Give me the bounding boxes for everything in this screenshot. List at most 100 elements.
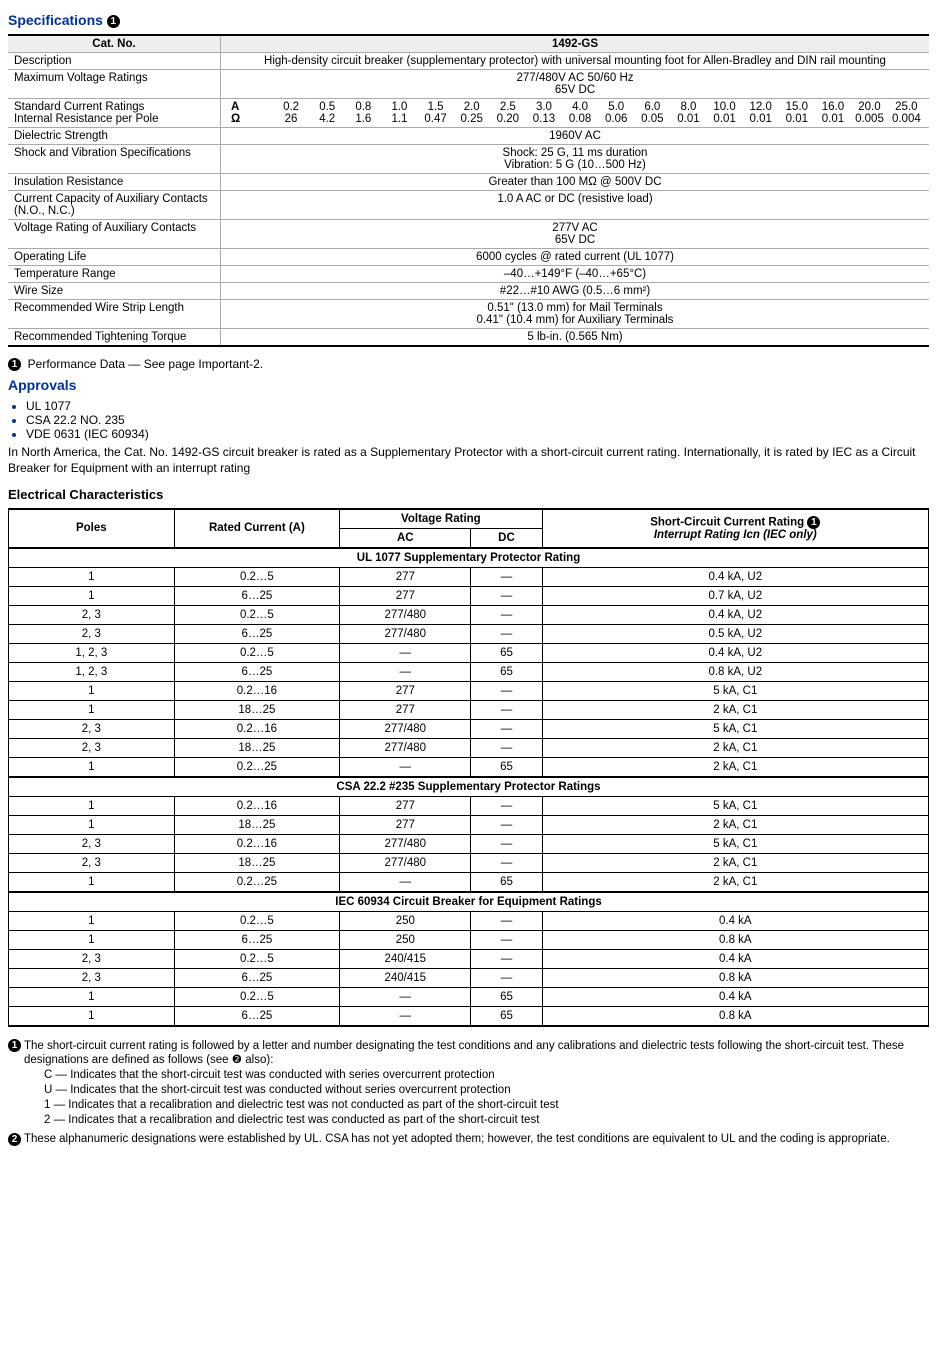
rating-column: 0.81.6 [349, 101, 377, 125]
text: Vibration: 5 G (10…500 Hz) [504, 159, 646, 171]
electrical-characteristics-table: Poles Rated Current (A) Voltage Rating S… [8, 508, 929, 1027]
ec-cell: 0.2…5 [174, 643, 340, 662]
row-value: 6000 cycles @ rated current (UL 1077) [221, 249, 930, 266]
ec-cell: 0.4 kA, U2 [542, 567, 928, 586]
ec-cell: 0.4 kA [542, 987, 928, 1006]
ec-cell: 277/480 [340, 719, 471, 738]
text: The short-circuit current rating is foll… [24, 1040, 904, 1067]
text: Standard Current Ratings [14, 101, 144, 113]
note-sub: 1 — Indicates that a recalibration and d… [24, 1098, 929, 1113]
ec-cell: 0.8 kA [542, 968, 928, 987]
row-value: 5 lb-in. (0.565 Nm) [221, 329, 930, 347]
ec-cell: 1 [9, 757, 175, 777]
rating-column: 10.00.01 [711, 101, 739, 125]
ratings-values: 0.2260.54.20.81.61.01.11.50.472.00.252.5… [275, 101, 923, 125]
rating-column: 1.01.1 [385, 101, 413, 125]
ec-cell: — [471, 624, 542, 643]
rating-column: 12.00.01 [747, 101, 775, 125]
ec-cell: 2, 3 [9, 834, 175, 853]
ec-cell: 65 [471, 643, 542, 662]
ec-cell: 2, 3 [9, 738, 175, 757]
ec-cell: 6…25 [174, 930, 340, 949]
info-icon-1: 1 [107, 15, 120, 28]
ec-cell: 0.2…16 [174, 719, 340, 738]
rating-column: 0.226 [277, 101, 305, 125]
ec-cell: 2, 3 [9, 968, 175, 987]
row-value: #22…#10 AWG (0.5…6 mm²) [221, 283, 930, 300]
ec-cell: 6…25 [174, 662, 340, 681]
th-rated: Rated Current (A) [174, 509, 340, 548]
ec-cell: 0.2…16 [174, 834, 340, 853]
ec-cell: 0.2…5 [174, 911, 340, 930]
ec-cell: — [471, 968, 542, 987]
rating-column: 3.00.13 [530, 101, 558, 125]
row-label: Wire Size [8, 283, 221, 300]
rating-column: 2.00.25 [458, 101, 486, 125]
ec-cell: 1 [9, 872, 175, 892]
rating-column: 15.00.01 [783, 101, 811, 125]
ec-cell: 6…25 [174, 624, 340, 643]
ec-cell: 1 [9, 700, 175, 719]
ec-cell: 0.2…16 [174, 681, 340, 700]
approval-item: CSA 22.2 NO. 235 [26, 413, 929, 427]
ec-cell: 2, 3 [9, 949, 175, 968]
ec-cell: 1 [9, 1006, 175, 1026]
ec-cell: — [340, 987, 471, 1006]
spec-title-text: Specifications [8, 12, 103, 28]
approval-item: VDE 0631 (IEC 60934) [26, 427, 929, 441]
ec-cell: — [340, 872, 471, 892]
row-label: Shock and Vibration Specifications [8, 145, 221, 174]
row-label: Standard Current Ratings Internal Resist… [8, 99, 221, 128]
ec-cell: 65 [471, 757, 542, 777]
ec-cell: 0.2…5 [174, 949, 340, 968]
th-poles: Poles [9, 509, 175, 548]
ec-cell: 1, 2, 3 [9, 662, 175, 681]
row-value: High-density circuit breaker (supplement… [221, 53, 930, 70]
ec-cell: 2, 3 [9, 605, 175, 624]
ec-cell: 1 [9, 987, 175, 1006]
ec-cell: — [471, 796, 542, 815]
ec-cell: 0.4 kA, U2 [542, 643, 928, 662]
ec-cell: 6…25 [174, 968, 340, 987]
ec-cell: 277 [340, 567, 471, 586]
ec-cell: 2, 3 [9, 853, 175, 872]
body-paragraph: In North America, the Cat. No. 1492-GS c… [8, 445, 929, 476]
ec-cell: 0.2…16 [174, 796, 340, 815]
ec-cell: 6…25 [174, 586, 340, 605]
ec-cell: — [471, 930, 542, 949]
rating-column: 2.50.20 [494, 101, 522, 125]
row-value: 1960V AC [221, 128, 930, 145]
row-label: Recommended Tightening Torque [8, 329, 221, 347]
ec-cell: 18…25 [174, 738, 340, 757]
ec-cell: 0.2…25 [174, 872, 340, 892]
text: Short-Circuit Current Rating [650, 516, 804, 528]
ec-cell: 0.8 kA [542, 930, 928, 949]
ec-cell: 5 kA, C1 [542, 681, 928, 700]
ec-cell: 0.2…5 [174, 567, 340, 586]
row-value: Shock: 25 G, 11 ms duration Vibration: 5… [221, 145, 930, 174]
ec-cell: — [471, 834, 542, 853]
ec-cell: 277 [340, 586, 471, 605]
ec-cell: — [471, 911, 542, 930]
ec-cell: — [471, 681, 542, 700]
ec-cell: 1 [9, 567, 175, 586]
text: Shock: 25 G, 11 ms duration [503, 147, 648, 159]
ec-title: Electrical Characteristics [8, 487, 929, 502]
rating-column: 25.00.004 [892, 101, 921, 125]
ec-cell: 1 [9, 586, 175, 605]
ec-cell: 0.2…5 [174, 987, 340, 1006]
ec-cell: — [340, 1006, 471, 1026]
th-dc: DC [471, 528, 542, 548]
row-label: Description [8, 53, 221, 70]
text: Internal Resistance per Pole [14, 113, 158, 125]
text: 277/480V AC 50/60 Hz [517, 72, 634, 84]
ec-cell: 0.2…5 [174, 605, 340, 624]
rating-column: 8.00.01 [674, 101, 702, 125]
ec-section-header: UL 1077 Supplementary Protector Rating [9, 548, 929, 568]
bottom-notes: 1 The short-circuit current rating is fo… [8, 1039, 929, 1148]
approvals-title: Approvals [8, 377, 929, 393]
ec-cell: 1, 2, 3 [9, 643, 175, 662]
note-1: The short-circuit current rating is foll… [24, 1039, 929, 1129]
info-icon: 2 [8, 1133, 21, 1146]
ec-cell: 0.4 kA [542, 911, 928, 930]
